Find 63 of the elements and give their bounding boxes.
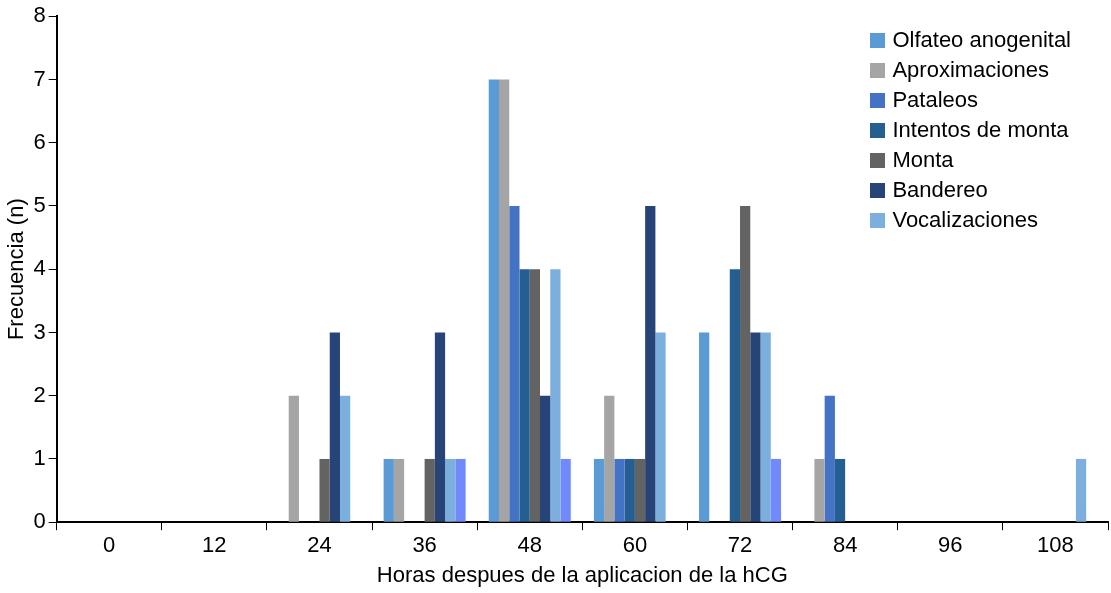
y-tick-label: 0	[33, 508, 46, 534]
y-tick-label: 7	[33, 65, 46, 91]
bar	[824, 395, 835, 522]
bar	[814, 458, 825, 522]
bar	[760, 332, 771, 522]
bar	[488, 79, 499, 522]
bar	[434, 332, 446, 522]
y-axis-title: Frecuencia (n)	[3, 198, 29, 341]
bar	[509, 205, 520, 522]
bar	[393, 458, 405, 522]
x-tick-label: 60	[622, 532, 648, 558]
bar	[655, 332, 666, 522]
x-tick-label: 24	[307, 532, 332, 558]
bar	[740, 205, 751, 522]
bar	[770, 458, 782, 522]
bar	[624, 458, 635, 522]
bar	[550, 269, 561, 522]
bar	[455, 458, 466, 522]
y-tick-label: 8	[33, 2, 46, 28]
x-tick-label: 96	[938, 532, 963, 558]
x-tick-label: 108	[1037, 532, 1074, 558]
bar	[729, 269, 741, 522]
legend-label: Monta	[892, 146, 954, 174]
bar	[1075, 458, 1087, 522]
x-tick-label: 48	[517, 532, 542, 558]
x-tick-label: 36	[412, 532, 437, 558]
bar	[540, 395, 551, 522]
bar	[614, 458, 625, 522]
bar	[529, 269, 540, 522]
y-tick-label: 6	[33, 128, 46, 154]
bar	[560, 458, 571, 522]
bar	[499, 79, 510, 522]
x-tick-label: 72	[727, 532, 753, 558]
legend-label: Intentos de monta	[892, 116, 1069, 144]
legend-label: Pataleos	[892, 86, 979, 114]
x-tick-label: 0	[103, 532, 116, 558]
bar	[319, 458, 330, 522]
bar	[604, 395, 615, 522]
legend-label: Bandereo	[892, 176, 988, 204]
bar	[288, 395, 299, 522]
bar	[383, 458, 394, 522]
bar	[645, 205, 656, 522]
bar	[445, 458, 456, 522]
legend-label: Vocalizaciones	[892, 206, 1038, 234]
bar	[750, 332, 761, 522]
y-tick-label: 4	[33, 255, 46, 281]
y-tick-label: 1	[33, 445, 46, 471]
y-tick-label: 3	[33, 318, 46, 344]
bar	[339, 395, 351, 522]
y-tick-label: 5	[33, 192, 46, 218]
legend-label: Olfateo anogenital	[892, 26, 1071, 54]
x-tick-label: 12	[202, 532, 227, 558]
bar	[593, 458, 605, 522]
bar	[634, 458, 646, 522]
x-axis-title: Horas despues de la aplicacion de la hCG	[376, 561, 788, 587]
bar	[424, 458, 435, 522]
bar	[519, 269, 530, 522]
y-tick-label: 2	[33, 381, 46, 407]
bar	[834, 458, 846, 522]
legend-label: Aproximaciones	[892, 56, 1049, 84]
bar	[699, 332, 710, 522]
x-tick-label: 84	[832, 532, 858, 558]
bar	[329, 332, 340, 522]
